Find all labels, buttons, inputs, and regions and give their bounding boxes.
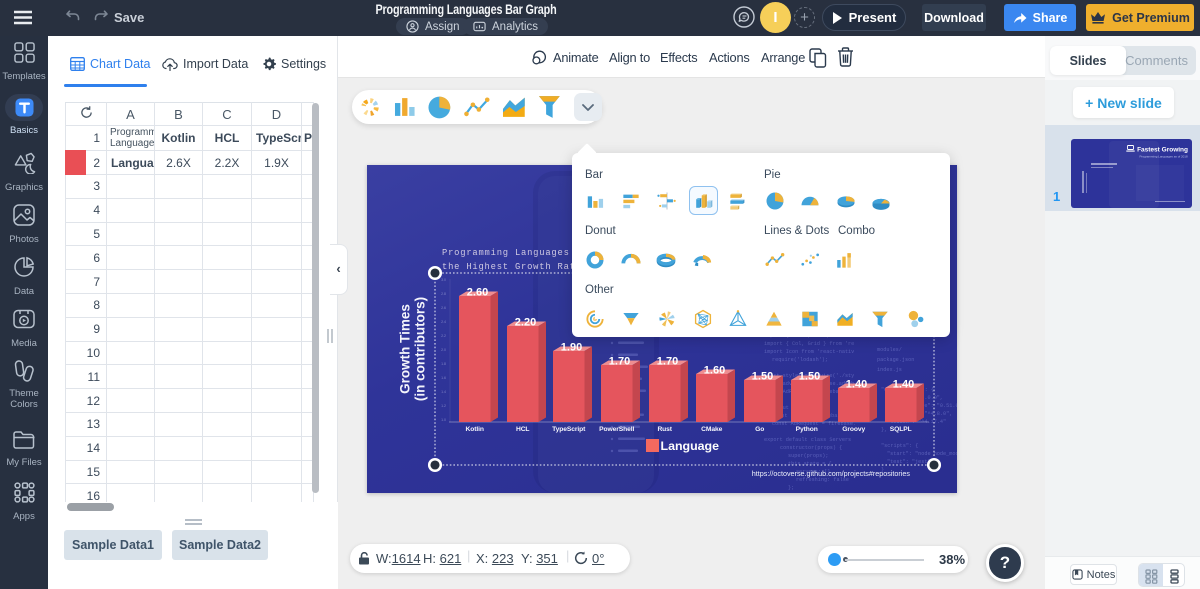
svg-text:1.8: 1.8 — [441, 362, 446, 366]
svg-text:the Highest Growth Rates in 20: the Highest Growth Rates in 2018 — [442, 262, 637, 272]
svg-text:const AdRequest = firebase.: const AdRequest = firebase. — [772, 421, 856, 427]
svg-text:"scripts": {: "scripts": { — [881, 443, 918, 449]
svg-text:1.70: 1.70 — [609, 356, 630, 368]
svg-text:1.60: 1.60 — [704, 365, 725, 377]
svg-text:2.60: 2.60 — [467, 287, 488, 299]
svg-text:require('lodash');: require('lodash'); — [772, 357, 828, 363]
svg-text:"start": "node node_modu: "start": "node node_modu — [887, 451, 957, 457]
svg-text:Growth Times: Growth Times — [398, 304, 413, 394]
svg-text:1.2: 1.2 — [441, 404, 446, 408]
svg-text:1.50: 1.50 — [752, 371, 773, 383]
svg-text:Groovy: Groovy — [842, 426, 865, 433]
svg-text:HCL: HCL — [516, 426, 529, 433]
svg-text:constructor(props) {: constructor(props) { — [780, 445, 842, 451]
svg-text:import Icon from 'react-nativ: import Icon from 'react-nativ — [764, 349, 854, 355]
svg-text:super(props);: super(props); — [788, 453, 828, 459]
svg-text:Programming Languages that are: Programming Languages that are Gaini — [442, 248, 661, 258]
svg-text:},: }, — [881, 427, 887, 433]
svg-text:1.70: 1.70 — [657, 356, 678, 368]
svg-text:Python: Python — [796, 426, 818, 433]
svg-text:3.0: 3.0 — [441, 278, 446, 282]
svg-text:1.40: 1.40 — [893, 379, 914, 391]
svg-text:1.4: 1.4 — [441, 390, 446, 394]
svg-text:2.8: 2.8 — [441, 292, 446, 296]
svg-text:PowerShell: PowerShell — [599, 426, 634, 433]
svg-text:TypeScript: TypeScript — [552, 426, 586, 433]
svg-text:};: }; — [788, 485, 794, 491]
svg-text:"lodash": "^4.17.4": "lodash": "^4.17.4" — [887, 419, 946, 425]
svg-text:2.20: 2.20 — [515, 317, 536, 329]
svg-text:(in contributors): (in contributors) — [413, 297, 428, 401]
svg-text:2.0: 2.0 — [441, 348, 446, 352]
svg-text:export default class Servers: export default class Servers — [764, 437, 851, 443]
svg-text:modules/: modules/ — [877, 347, 902, 353]
svg-text:package.json: package.json — [877, 357, 914, 363]
svg-text:}: } — [881, 467, 884, 473]
svg-text:this.state = {: this.state = { — [788, 461, 832, 467]
svg-text:"react-native": "0.51.0",: "react-native": "0.51.0", — [887, 403, 957, 409]
svg-text:1.50: 1.50 — [799, 371, 820, 383]
svg-text:1.6: 1.6 — [441, 376, 446, 380]
svg-text:index.js: index.js — [877, 367, 902, 373]
svg-text:1.0: 1.0 — [441, 418, 446, 422]
svg-text:refreshing: false: refreshing: false — [796, 477, 849, 483]
svg-text:Kotlin: Kotlin — [466, 426, 484, 433]
svg-text:"test": "jest": "test": "jest" — [887, 459, 931, 465]
svg-text:1.40: 1.40 — [846, 379, 867, 391]
svg-text:servers: [],: servers: [], — [796, 469, 833, 475]
svg-text:1.90: 1.90 — [561, 342, 582, 354]
svg-text:2.2: 2.2 — [441, 334, 446, 338]
svg-text:CMake: CMake — [701, 426, 722, 433]
svg-text:2.4: 2.4 — [441, 320, 446, 324]
svg-text:import { Col, Grid } from 're: import { Col, Grid } from 're — [764, 341, 854, 347]
svg-text:2.6: 2.6 — [441, 306, 446, 310]
svg-text:SQLPL: SQLPL — [890, 426, 912, 433]
svg-text:Language: Language — [661, 439, 720, 453]
svg-text:Rust: Rust — [657, 426, 672, 433]
svg-text:https://octoverse.github.com/p: https://octoverse.github.com/projects#re… — [752, 469, 911, 478]
svg-text:Go: Go — [755, 426, 764, 433]
